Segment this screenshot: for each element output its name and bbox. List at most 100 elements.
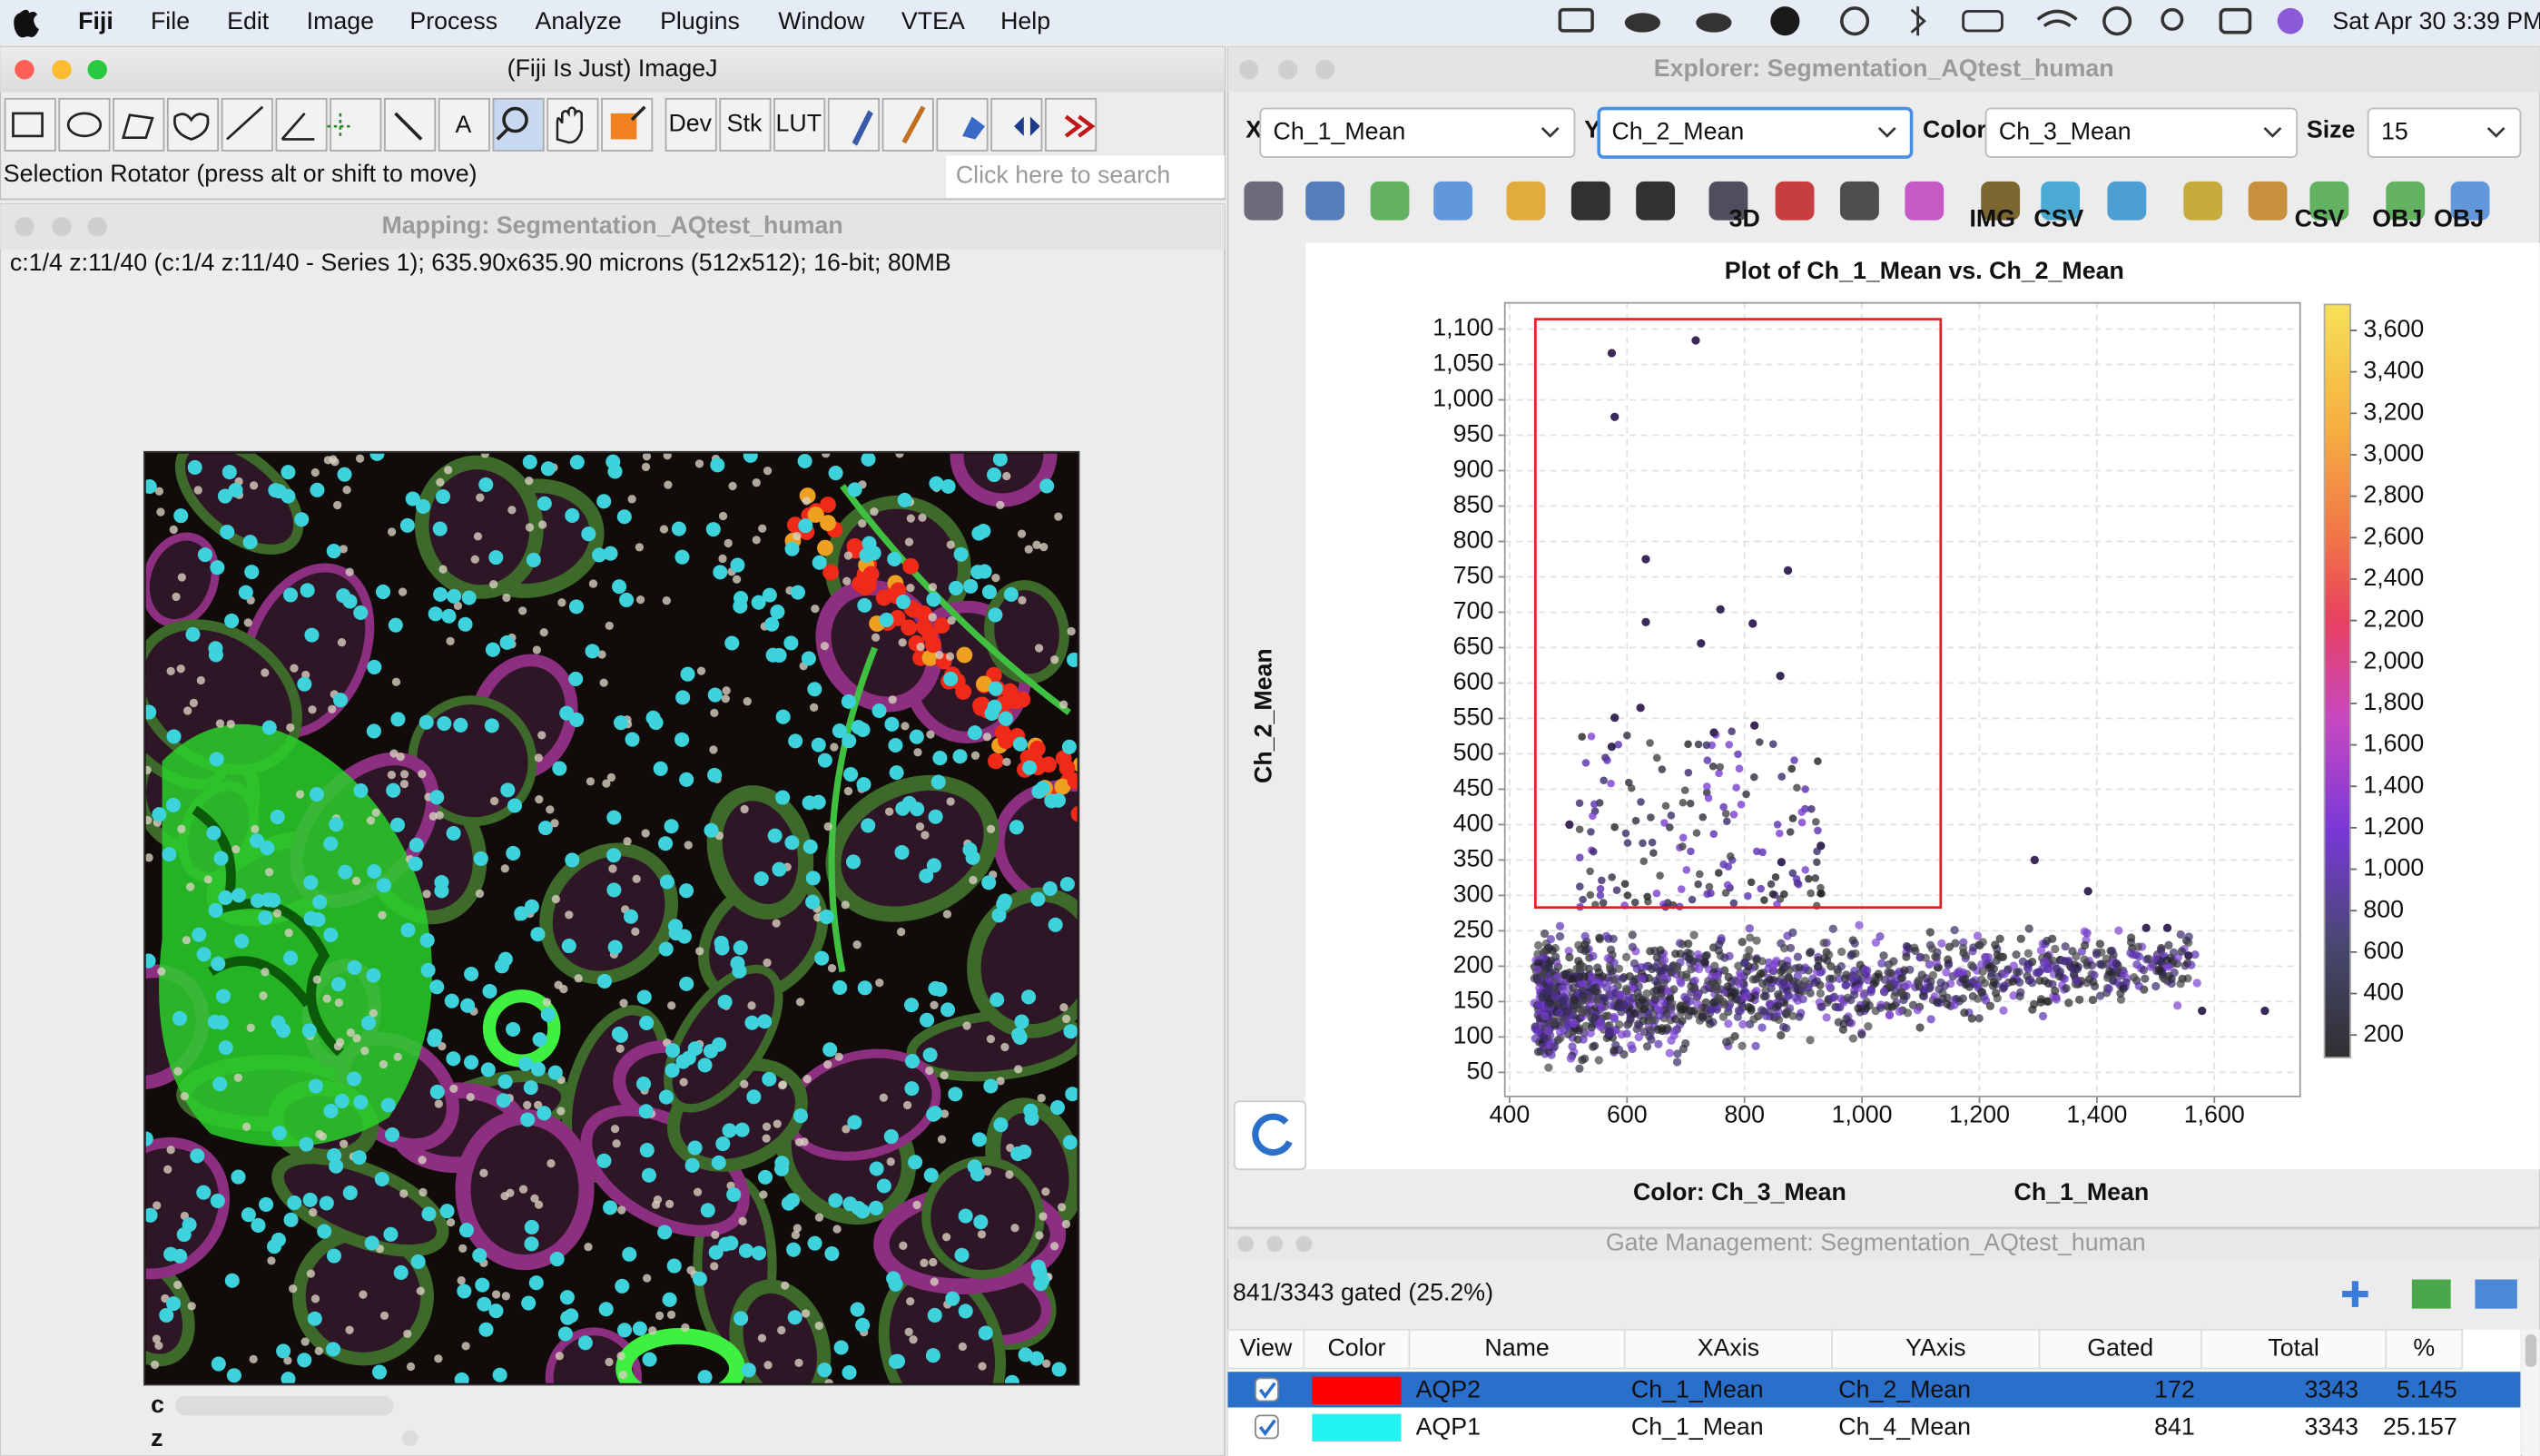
menu-item[interactable]: Process [409,7,497,34]
minimize-button[interactable] [52,60,72,80]
tool-button[interactable] [113,97,165,152]
menu-item[interactable]: File [151,7,190,34]
cyan-object [665,1063,680,1078]
tool-button[interactable] [492,97,545,152]
nucleus [619,999,628,1008]
toolbar-button[interactable] [1370,181,1410,221]
toolbar-button[interactable] [2309,181,2349,221]
tool-button[interactable] [330,97,382,152]
toolbar-button[interactable] [2183,181,2223,221]
nucleus [546,1159,556,1168]
column-header[interactable] [2200,1328,2387,1370]
column-header[interactable] [1303,1328,1411,1370]
tool-button[interactable] [221,97,273,152]
refresh-button[interactable] [1233,1100,1307,1171]
nucleus [534,1200,544,1209]
colorbar-tick-label: 2,600 [2363,522,2424,549]
toolbar-button[interactable] [2041,181,2081,221]
cyan-object [447,588,462,604]
gate-rectangle[interactable] [1534,318,1943,910]
tool-button[interactable] [881,97,934,152]
toolbar-button[interactable] [1506,181,1546,221]
toolbar-button[interactable] [1244,181,1284,221]
tubule [145,1252,195,1367]
tool-button[interactable] [58,97,111,152]
load-gate-button[interactable] [2475,1279,2517,1309]
tool-icon [1014,116,1040,136]
add-gate-button[interactable] [2342,1281,2368,1307]
tool-button[interactable] [773,97,826,152]
menu-item[interactable]: VTEA [901,7,965,34]
table-row[interactable] [1227,1372,2521,1408]
point-cloud-dot [1780,944,1789,953]
toolbar-button[interactable] [1775,181,1815,221]
toolbar-button[interactable] [2107,181,2147,221]
menu-item[interactable]: Fiji [78,7,113,34]
nucleus [986,824,996,833]
column-header[interactable] [2385,1328,2464,1370]
table-row[interactable] [1227,1409,2521,1445]
menu-item[interactable]: Help [1000,7,1050,34]
column-header[interactable] [2038,1328,2202,1370]
tool-button[interactable] [384,97,437,152]
cyan-object [876,1178,891,1194]
close-button[interactable] [15,60,34,80]
menu-item[interactable]: Plugins [660,7,740,34]
nucleus [843,786,853,796]
menu-item[interactable]: Analyze [536,7,622,34]
menu-item[interactable]: Window [778,7,865,34]
save-gate-button[interactable] [2411,1279,2451,1309]
cyan-object [697,1058,713,1073]
menu-item[interactable]: Image [307,7,374,34]
toolbar-button[interactable] [1905,181,1944,221]
toolbar-button[interactable] [1840,181,1879,221]
nucleus [651,1200,661,1209]
point-cloud-dot [1620,880,1629,888]
dropdown[interactable] [1259,107,1576,158]
cyan-object [977,564,992,579]
toolbar-button[interactable] [1433,181,1473,221]
channel-slider[interactable] [174,1395,394,1416]
toolbar-button[interactable] [2386,181,2426,221]
nucleus [1050,655,1059,664]
point-cloud-dot [1788,814,1797,822]
nucleus [945,652,955,661]
z-slider[interactable] [401,1430,418,1447]
toolbar-button[interactable] [1708,181,1748,221]
cyan-object [347,959,362,975]
cyan-object [662,1292,677,1307]
cyan-object [596,1153,612,1168]
nucleus [618,1371,627,1380]
view-checkbox[interactable] [1255,1377,1279,1402]
toolbar-button[interactable] [1570,181,1610,221]
tool-button[interactable] [438,97,490,152]
toolbar-button[interactable] [2248,181,2288,221]
tool-button[interactable] [275,97,328,152]
cyan-object [420,962,436,978]
cyan-object [665,1043,681,1058]
tool-button[interactable] [719,97,772,152]
toolbar-button[interactable] [1636,181,1676,221]
view-checkbox[interactable] [1255,1414,1279,1440]
nucleus [946,540,955,549]
dropdown[interactable] [1984,107,2299,158]
y-tick-label: 900 [1453,456,1494,483]
apple-icon[interactable] [14,9,40,38]
zoom-button[interactable] [87,60,107,80]
menu-item[interactable]: Edit [227,7,270,34]
nucleus [173,1067,182,1076]
nucleus [187,1302,196,1311]
search-box[interactable] [946,155,1226,198]
point-cloud-dot [1985,1001,1995,1010]
toolbar-button[interactable] [1305,181,1345,221]
cyan-object [940,478,956,494]
column-header[interactable] [1408,1328,1626,1370]
cyan-object [904,1081,920,1097]
point-cloud-dot [1576,882,1584,890]
toolbar-button[interactable] [2450,181,2490,221]
tool-button[interactable] [665,97,717,152]
dropdown[interactable] [2367,107,2522,158]
column-header[interactable] [1226,1328,1305,1370]
toolbar-button[interactable] [1981,181,2021,221]
dropdown[interactable] [1597,106,1914,159]
